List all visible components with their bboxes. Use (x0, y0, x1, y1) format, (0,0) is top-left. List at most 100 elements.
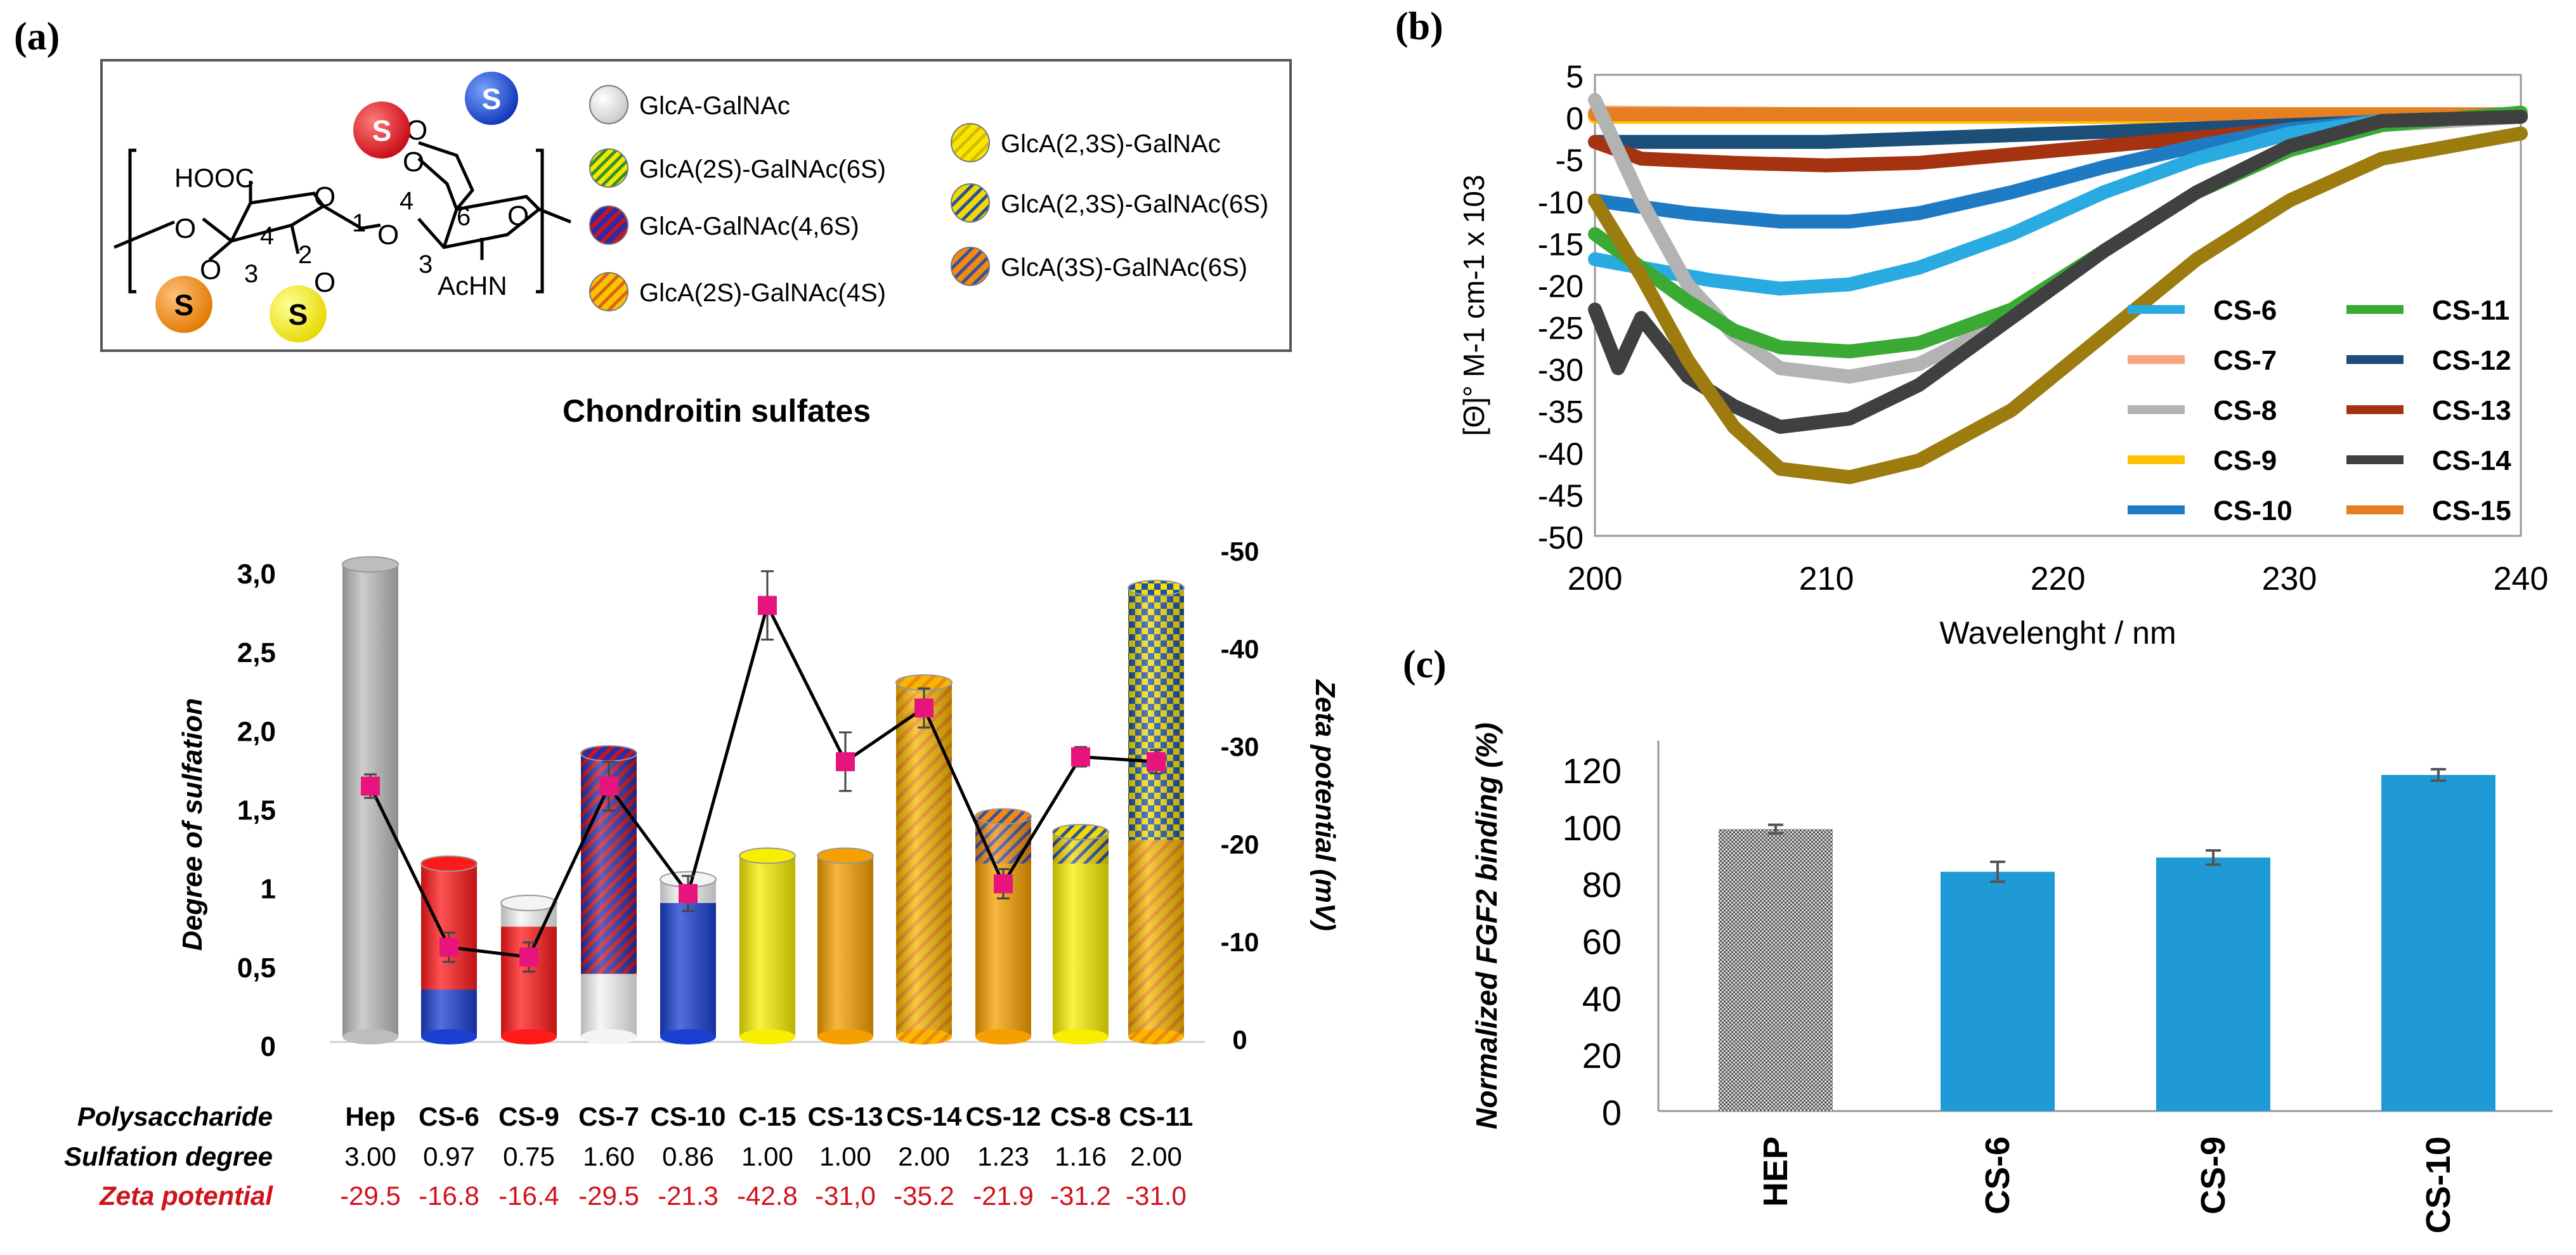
structure-title: Chondroitin sulfates (563, 393, 871, 429)
chart-a-bar-bottom (896, 1029, 952, 1044)
struct-ring-o2: O (507, 200, 529, 231)
chart-a-zeta-label: -29.5 (578, 1181, 639, 1211)
chart-b-legend-label: CS-8 (2213, 395, 2277, 426)
chart-a-bar-bottom (342, 1029, 398, 1044)
chart-a-y2tick: -40 (1221, 634, 1259, 664)
chart-a-category-label: CS-13 (807, 1102, 883, 1131)
chart-a-row-header: Zeta potential (99, 1181, 273, 1211)
chart-a-row-header: Polysaccharide (77, 1102, 273, 1131)
struct-o-left: O (174, 213, 196, 244)
sulfate-red-label: S (372, 114, 392, 147)
chart-a-bar-bottom (739, 1029, 795, 1044)
sulfate-orange-label: S (174, 289, 194, 322)
chart-a-zeta-label: -31.0 (1126, 1181, 1187, 1211)
chart-a-zeta-label: -31.2 (1050, 1181, 1111, 1211)
chart-a-sulfation-label: 1.00 (819, 1141, 871, 1171)
chart-a-zeta-label: -42.8 (737, 1181, 798, 1211)
chart-a-ylabel: Degree of sulfation (177, 698, 208, 951)
chart-a-ytick: 0 (261, 1031, 276, 1062)
panel-label-b: (b) (1395, 5, 1443, 48)
chart-c-ytick: 60 (1582, 922, 1622, 962)
legend-swatch-blue-red-stripe-icon (589, 205, 628, 245)
chart-a-ytick: 3,0 (237, 559, 276, 590)
chart-a-bar-shade (1053, 832, 1109, 1037)
chart-c-ylabel: Normalized FGF2 binding (%) (1470, 722, 1503, 1129)
chart-a-category-label: CS-10 (650, 1102, 725, 1131)
chart-a-bar-top (739, 847, 796, 864)
chart-a-y2label: Zeta potential (mV) (1310, 679, 1341, 931)
chart-b-ytick: 0 (1566, 101, 1584, 136)
chart-a-zeta-point (1071, 747, 1090, 767)
chart-c-ytick: 0 (1602, 1093, 1622, 1133)
chart-a-zeta-point (679, 884, 698, 903)
legend-label: GlcA-GalNAc (639, 92, 790, 120)
chart-a-category-label: CS-11 (1119, 1102, 1194, 1131)
chart-a-sulfation-label: 1.00 (741, 1141, 793, 1171)
chart-a-bar-top (580, 745, 637, 762)
chart-a-zeta-point (361, 776, 380, 796)
chart-a-zeta-point (914, 698, 933, 718)
legend-label: GlcA(2S)-GalNAc(4S) (639, 279, 886, 307)
chart-a-y2tick: -50 (1221, 536, 1259, 566)
chart-b-legend-label: CS-15 (2432, 495, 2511, 526)
chart-b-ytick: -30 (1538, 353, 1584, 388)
chart-a-y2tick: -10 (1221, 927, 1259, 957)
chart-b-series-line (1588, 126, 2528, 484)
chart-c-category-label: CS-6 (1979, 1136, 2017, 1214)
chart-a-bar-top (1128, 580, 1185, 597)
struct-num-4: 4 (260, 222, 274, 250)
chart-a-zeta-label: -16.8 (419, 1181, 479, 1211)
chart-c-ytick: 40 (1582, 979, 1622, 1018)
legend-swatch-yellow-green-stripe-icon (589, 148, 628, 188)
chart-a-sulfation-label: 2.00 (898, 1141, 950, 1171)
chart-a-bar-top (420, 855, 478, 872)
chart-b-ytick: -50 (1538, 520, 1584, 556)
chart-a-sulfation-label: 0.97 (423, 1141, 475, 1171)
chart-a-category-label: Hep (345, 1102, 395, 1131)
chart-b-legend-label: CS-14 (2432, 445, 2511, 476)
chart-b-legend-label: CS-11 (2432, 295, 2509, 326)
chart-a-zeta-label: -16.4 (498, 1181, 559, 1211)
legend-swatch-orange-blue-stripe-icon (951, 247, 990, 286)
chart-b-ytick: -5 (1556, 143, 1584, 178)
chart-a-ytick: 1 (261, 874, 276, 905)
chart-b-ytick: -20 (1538, 268, 1584, 304)
chart-a-zeta-point (439, 937, 459, 957)
chart-b-series-line (1588, 110, 2528, 296)
chart-a-zeta-label: -21.3 (658, 1181, 719, 1211)
struct-ring-o1: O (314, 181, 335, 212)
chart-a-zeta-label: -21.9 (973, 1181, 1034, 1211)
chart-a-bar-bottom (817, 1029, 873, 1044)
chart-a-sulfation-label: 0.75 (503, 1141, 555, 1171)
chart-a-sulfation-label: 1.60 (583, 1141, 635, 1171)
chart-c-ytick: 120 (1563, 751, 1622, 791)
sulfate-yellow-icon (270, 285, 327, 342)
chart-b-ytick: -45 (1538, 478, 1584, 514)
panel-label-c: (c) (1403, 643, 1447, 686)
chart-a-bar-bottom (1053, 1029, 1109, 1044)
chart-a-bar-shade (817, 855, 873, 1037)
struct-achn: AcHN (438, 271, 507, 301)
chart-a-y2tick: 0 (1232, 1025, 1247, 1055)
chart-b-ytick: -10 (1538, 185, 1584, 220)
chart-a-bar-top (342, 556, 399, 573)
chart-b-ytick: -40 (1538, 436, 1584, 472)
chart-a-zeta-label: -35.2 (894, 1181, 954, 1211)
struct-o-link: O (377, 219, 399, 250)
chart-c-ytick: 100 (1563, 808, 1622, 848)
chart-a-ytick: 2,0 (237, 716, 276, 747)
chart-b-legend-label: CS-12 (2432, 345, 2511, 376)
chart-a-bar-top (975, 808, 1032, 825)
chart-b-xtick: 210 (1799, 561, 1854, 597)
panel-label-a: (a) (14, 15, 60, 58)
sulfate-red-icon (353, 101, 410, 159)
chart-a-ytick: 1,5 (237, 795, 276, 826)
sulfate-orange-icon (155, 276, 212, 333)
chart-a-category-label: CS-9 (498, 1102, 559, 1131)
legend-label: GlcA(2,3S)-GalNAc(6S) (1001, 190, 1268, 218)
chart-b-ytick: -35 (1538, 394, 1584, 430)
legend-swatch-orange-red-stripe-icon (589, 272, 628, 311)
chart-c-ytick: 20 (1582, 1036, 1622, 1076)
chart-a-category-label: CS-6 (419, 1102, 479, 1131)
